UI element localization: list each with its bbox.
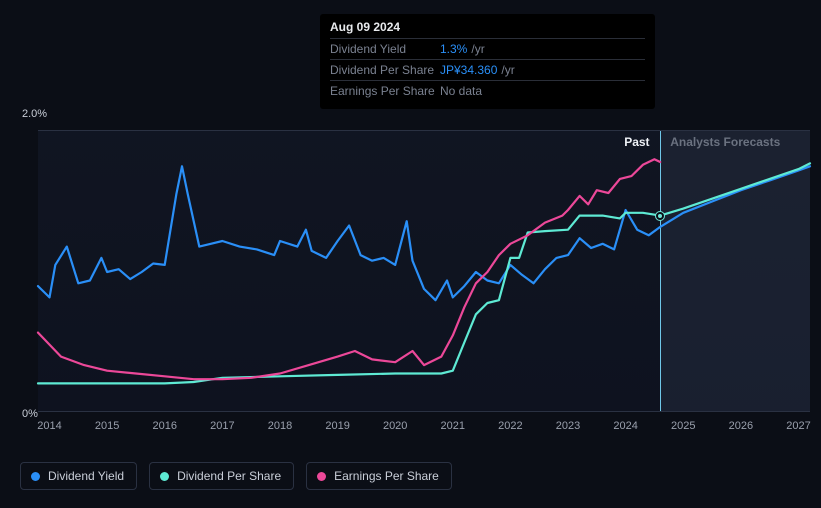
tooltip-row: Dividend Per Share JP¥34.360 /yr [330, 59, 645, 80]
plot-svg [38, 131, 810, 413]
tooltip-label: Earnings Per Share [330, 84, 440, 98]
x-axis-tick: 2019 [325, 420, 349, 432]
series-line [38, 159, 660, 379]
x-axis-tick: 2026 [729, 420, 753, 432]
tooltip-date: Aug 09 2024 [330, 20, 645, 38]
x-axis-tick: 2023 [556, 420, 580, 432]
tooltip-row: Earnings Per Share No data [330, 80, 645, 101]
x-axis-tick: 2016 [152, 420, 176, 432]
legend-dot [317, 472, 326, 481]
x-axis-tick: 2017 [210, 420, 234, 432]
x-axis-tick: 2020 [383, 420, 407, 432]
chart-legend: Dividend Yield Dividend Per Share Earnin… [20, 462, 452, 490]
legend-dot [160, 472, 169, 481]
legend-item-dividend-per-share[interactable]: Dividend Per Share [149, 462, 294, 490]
dividend-chart[interactable]: 2.0% 0% Past Analysts Forecasts 2014 2015… [0, 100, 821, 460]
plot-area[interactable]: Past Analysts Forecasts [38, 130, 810, 412]
x-axis-tick: 2021 [441, 420, 465, 432]
tooltip-row: Dividend Yield 1.3% /yr [330, 38, 645, 59]
x-axis-tick: 2024 [613, 420, 637, 432]
x-axis-tick: 2022 [498, 420, 522, 432]
legend-label: Dividend Yield [48, 469, 124, 483]
series-line [38, 166, 810, 300]
y-axis-label-min: 0% [22, 408, 38, 420]
x-axis-tick: 2015 [95, 420, 119, 432]
tooltip-label: Dividend Per Share [330, 63, 440, 77]
legend-label: Earnings Per Share [334, 469, 439, 483]
tooltip-nodata: No data [440, 84, 482, 98]
legend-label: Dividend Per Share [177, 469, 281, 483]
chart-tooltip: Aug 09 2024 Dividend Yield 1.3% /yr Divi… [320, 14, 655, 109]
x-axis-tick: 2027 [786, 420, 810, 432]
x-axis-labels: 2014 2015 2016 2017 2018 2019 2020 2021 2022 2023… [38, 420, 811, 440]
tooltip-suffix: /yr [501, 63, 514, 77]
legend-dot [31, 472, 40, 481]
tooltip-value: 1.3% [440, 42, 467, 56]
legend-item-dividend-yield[interactable]: Dividend Yield [20, 462, 137, 490]
x-axis-tick: 2018 [268, 420, 292, 432]
x-axis-tick: 2025 [671, 420, 695, 432]
series-line [38, 163, 810, 383]
x-axis-tick: 2014 [37, 420, 61, 432]
y-axis-label-max: 2.0% [22, 108, 47, 120]
tooltip-value: JP¥34.360 [440, 63, 497, 77]
legend-item-earnings-per-share[interactable]: Earnings Per Share [306, 462, 452, 490]
tooltip-suffix: /yr [471, 42, 484, 56]
tooltip-label: Dividend Yield [330, 42, 440, 56]
cursor-marker [656, 212, 664, 220]
